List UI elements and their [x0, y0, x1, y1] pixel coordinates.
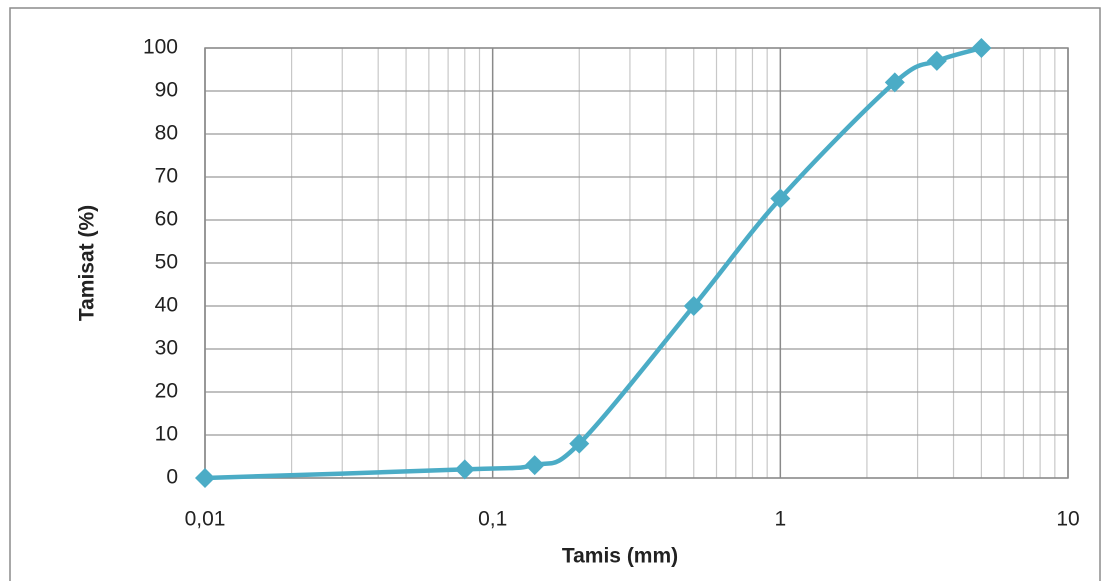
- y-tick-label: 90: [155, 79, 178, 102]
- x-tick-label: 0,1: [478, 508, 507, 531]
- data-marker: [884, 72, 905, 93]
- x-axis-label: Tamis (mm): [562, 545, 678, 568]
- y-tick-label: 30: [155, 337, 178, 360]
- plot-frame: [204, 47, 1069, 479]
- y-tick-label: 20: [155, 380, 178, 403]
- x-tick-label: 0,01: [185, 508, 226, 531]
- data-marker: [195, 468, 215, 488]
- chart-border: [9, 7, 1101, 581]
- data-marker: [524, 455, 545, 476]
- y-tick-label: 60: [155, 208, 178, 231]
- data-marker: [683, 296, 704, 316]
- x-tick-label: 1: [774, 508, 786, 531]
- y-tick-label: 40: [155, 294, 178, 317]
- data-marker: [926, 50, 947, 71]
- y-tick-label: 100: [143, 36, 178, 59]
- y-tick-label: 70: [155, 165, 178, 188]
- y-axis-label: Tamisat (%): [76, 205, 99, 321]
- data-marker: [770, 188, 791, 209]
- y-tick-label: 0: [166, 466, 178, 489]
- y-tick-label: 10: [155, 423, 178, 446]
- x-tick-label: 10: [1056, 508, 1079, 531]
- y-tick-label: 80: [155, 122, 178, 145]
- data-marker: [971, 38, 992, 58]
- data-marker: [569, 433, 590, 454]
- data-marker: [454, 459, 475, 480]
- y-tick-label: 50: [155, 251, 178, 274]
